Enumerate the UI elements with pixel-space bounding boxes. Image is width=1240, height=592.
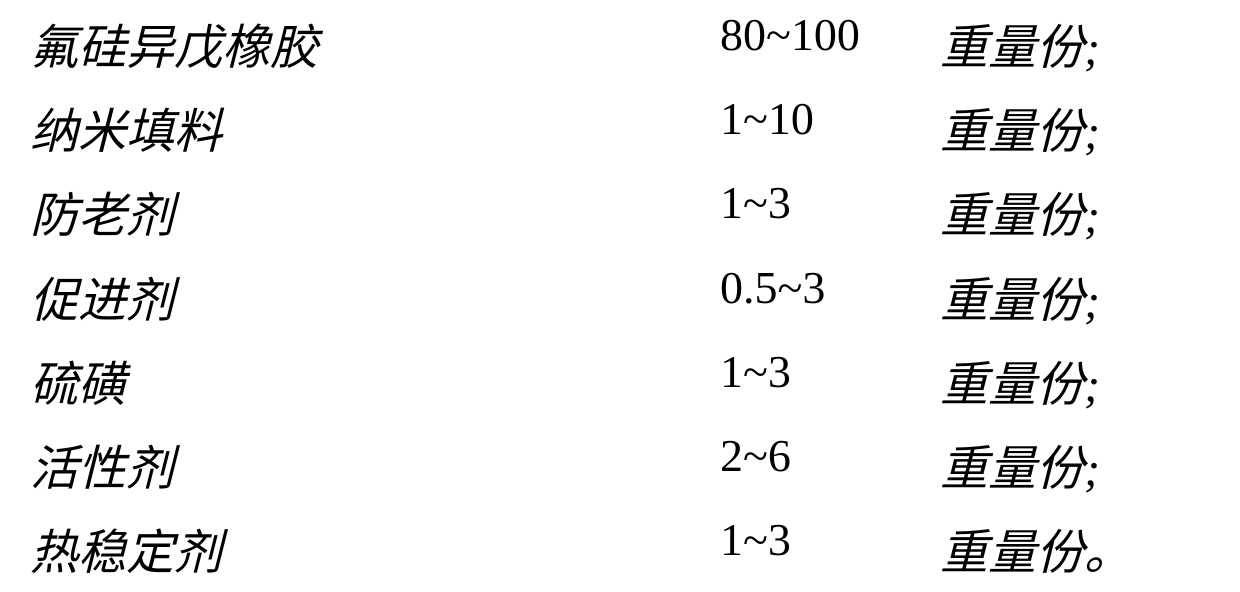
ingredient-unit: 重量份; — [940, 429, 1100, 499]
ingredient-unit: 重量份; — [940, 176, 1100, 246]
ingredient-label: 氟硅异戊橡胶 — [30, 8, 318, 78]
ingredient-label: 促进剂 — [30, 261, 174, 331]
ingredient-label: 硫磺 — [30, 345, 126, 415]
ingredient-unit: 重量份; — [940, 261, 1100, 331]
ingredient-label: 活性剂 — [30, 429, 174, 499]
ingredient-value: 2~6 — [720, 429, 791, 482]
ingredient-value: 80~100 — [720, 8, 860, 61]
ingredient-value: 0.5~3 — [720, 261, 825, 314]
ingredient-unit: 重量份; — [940, 345, 1100, 415]
ingredient-value: 1~3 — [720, 176, 791, 229]
ingredient-label: 防老剂 — [30, 176, 174, 246]
ingredient-value: 1~10 — [720, 92, 814, 145]
ingredient-value: 1~3 — [720, 513, 791, 566]
ingredient-value: 1~3 — [720, 345, 791, 398]
ingredient-label: 热稳定剂 — [30, 513, 222, 583]
ingredient-unit: 重量份; — [940, 92, 1100, 162]
ingredient-unit: 重量份; — [940, 8, 1100, 78]
ingredient-label: 纳米填料 — [30, 92, 222, 162]
ingredients-list: 氟硅异戊橡胶 80~100 重量份; 纳米填料 1~10 重量份; 防老剂 1~… — [0, 0, 1240, 592]
ingredient-unit: 重量份。 — [940, 513, 1132, 583]
